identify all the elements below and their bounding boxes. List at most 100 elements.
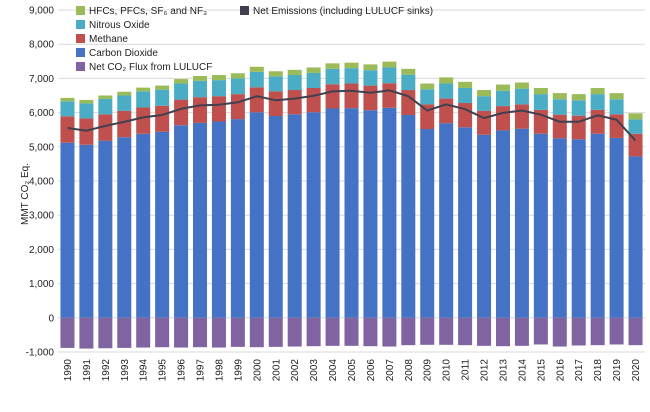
bar-segment-negative [552, 317, 567, 347]
y-axis-title: MMT CO₂ Eq. [20, 163, 31, 225]
bar-segment [590, 109, 605, 134]
bar-segment [514, 82, 529, 89]
bar-segment [401, 68, 416, 75]
x-tick-label: 2000 [252, 359, 263, 382]
x-tick-label: 2007 [385, 359, 396, 382]
bar-segment [60, 101, 75, 117]
bar-segment-negative [155, 317, 170, 348]
x-tick-label: 2004 [328, 359, 339, 382]
bar-segment [571, 94, 586, 101]
x-tick-label: 2012 [480, 359, 491, 382]
y-tick-label: 8,000 [29, 40, 54, 51]
x-tick-label: 2014 [517, 359, 528, 382]
bar-segment [628, 119, 643, 134]
bar-segment [155, 131, 170, 318]
bar-segment [325, 84, 340, 109]
bar-segment [552, 114, 567, 139]
bar-segment-negative [79, 317, 94, 349]
bar-segment [155, 89, 170, 106]
y-tick-label: 1,000 [29, 279, 54, 290]
legend-swatch [76, 6, 85, 15]
x-tick-label: 2019 [612, 359, 623, 382]
bar-segment [628, 133, 643, 157]
bar-segment [590, 94, 605, 110]
y-tick-label: 4,000 [29, 177, 54, 188]
legend-label: Methane [89, 34, 128, 45]
bar-segment [268, 116, 283, 318]
bar-segment [477, 134, 492, 318]
x-tick-label: 2018 [593, 359, 604, 382]
bar-segment [249, 112, 264, 318]
bar-segment [363, 64, 378, 71]
bar-segment [477, 96, 492, 111]
bar-segment-negative [60, 317, 75, 348]
bar-segment [306, 67, 321, 73]
bar-segment [609, 137, 624, 318]
x-tick-label: 1990 [63, 359, 74, 382]
bar-segment [268, 71, 283, 77]
bar-segment [211, 96, 226, 122]
bar-segment [98, 114, 113, 141]
bar-segment [193, 122, 208, 318]
bar-segment [325, 68, 340, 85]
y-tick-label: 3,000 [29, 211, 54, 222]
legend-label: Net Emissions (including LULUCF sinks) [253, 6, 433, 17]
x-tick-label: 1997 [196, 359, 207, 382]
x-tick-label: 2009 [423, 359, 434, 382]
legend-label: Carbon Dioxide [89, 48, 158, 59]
bar-segment-negative [230, 317, 245, 347]
bar-segment [552, 93, 567, 100]
bar-segment [249, 87, 264, 113]
bar-segment [60, 142, 75, 318]
bar-segment [230, 73, 245, 79]
x-tick-label: 1993 [120, 359, 131, 382]
bar-segment [590, 87, 605, 95]
bar-segment [401, 74, 416, 91]
bar-segment [60, 116, 75, 143]
bar-segment [117, 137, 132, 318]
bar-segment [211, 121, 226, 318]
x-tick-label: 1995 [158, 359, 169, 382]
net-emissions-line [67, 89, 637, 142]
x-tick-label: 1999 [233, 359, 244, 382]
bar-segment-negative [193, 317, 208, 348]
bar-segment [533, 87, 548, 95]
bar-segment-negative [249, 317, 264, 348]
bar-segment-negative [477, 317, 492, 346]
bar-segment-negative [98, 317, 113, 349]
bar-segment [79, 144, 94, 318]
bar-segment [174, 83, 189, 100]
x-tick-label: 2011 [461, 359, 472, 381]
bar-segment [344, 68, 359, 84]
x-tick-label: 2020 [631, 359, 642, 382]
legend-swatch [76, 48, 85, 57]
bar-segment [79, 103, 94, 119]
bar-segment [306, 72, 321, 88]
bar-segment [174, 99, 189, 126]
bar-segment [382, 83, 397, 108]
bar-segment [249, 66, 264, 72]
bar-segment [268, 76, 283, 92]
legend: HFCs, PFCs, SF₆ and NF₃ Nitrous Oxide Meth… [76, 6, 433, 73]
bar-segment [571, 100, 586, 116]
bar-segment [609, 114, 624, 138]
x-tick-label: 1996 [177, 359, 188, 382]
y-tick-label: 9,000 [29, 6, 54, 17]
bar-segment [552, 99, 567, 115]
bar-segment [477, 110, 492, 135]
x-tick-label: 2016 [555, 359, 566, 382]
bar-segment-negative [174, 317, 189, 348]
bar-segment [344, 62, 359, 69]
bar-segment [136, 107, 151, 134]
bar-segment [211, 74, 226, 81]
x-tick-label: 2003 [309, 359, 320, 382]
stacked-bars [60, 61, 643, 349]
bar-segment [533, 94, 548, 110]
bar-segment-negative [590, 317, 605, 346]
bar-segment [193, 97, 208, 123]
bar-segment [420, 104, 435, 130]
bar-segment [514, 128, 529, 318]
bar-segment [495, 106, 510, 131]
bar-segment-negative [628, 317, 643, 346]
bar-segment [117, 91, 132, 96]
